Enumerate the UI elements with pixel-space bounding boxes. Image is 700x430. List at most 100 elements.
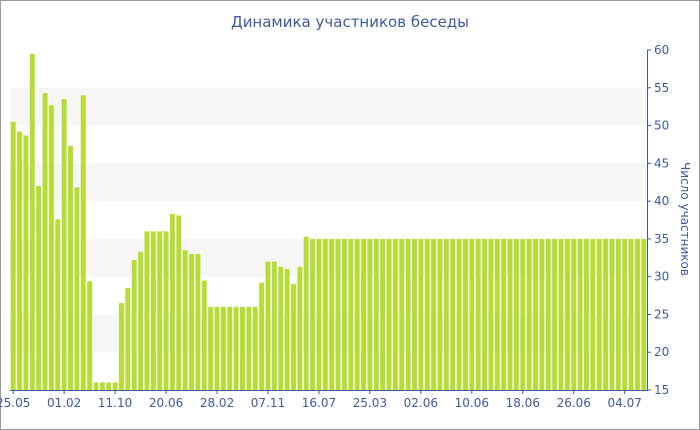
bar [526, 238, 532, 390]
y-tick-label: 55 [654, 81, 669, 95]
x-tick-label: 10.06 [455, 396, 489, 410]
bar [405, 238, 411, 390]
bar [469, 238, 475, 390]
bar [373, 238, 379, 390]
bar [634, 238, 640, 390]
y-tick-label: 15 [654, 383, 669, 397]
bar [106, 382, 112, 390]
bar [182, 250, 188, 390]
bar [354, 238, 360, 390]
y-tick-label: 50 [654, 119, 669, 133]
bar [341, 238, 347, 390]
bar [290, 284, 296, 390]
bar [533, 238, 539, 390]
bar [112, 382, 118, 390]
bar [488, 238, 494, 390]
x-tick-label: 28.02 [200, 396, 234, 410]
bar [622, 238, 628, 390]
bar [42, 93, 48, 391]
bar [475, 238, 481, 390]
bar [443, 238, 449, 390]
grid-bands [10, 87, 647, 353]
grid-band [10, 314, 647, 353]
y-tick-label: 30 [654, 270, 669, 284]
bar [303, 236, 309, 390]
x-tick-label: 25.05 [0, 396, 30, 410]
bar [74, 187, 80, 390]
y-tick-label: 60 [654, 43, 669, 57]
bar [545, 238, 551, 390]
bars [10, 53, 647, 391]
bar [240, 306, 245, 390]
bar [29, 53, 35, 391]
bar [150, 231, 156, 390]
bar [513, 238, 519, 390]
bar [144, 231, 150, 390]
bar [577, 238, 583, 390]
bar [131, 260, 137, 390]
bar [412, 238, 417, 390]
y-tick-label: 45 [654, 156, 669, 170]
bar [17, 131, 23, 390]
bar [208, 306, 214, 390]
bar [176, 215, 182, 390]
bar [609, 238, 615, 390]
bar [99, 382, 105, 390]
bar [507, 238, 513, 390]
bar [265, 261, 271, 390]
bar [539, 238, 545, 390]
bar [437, 238, 443, 390]
bar [564, 238, 570, 390]
bar [424, 238, 430, 390]
bar [259, 282, 265, 390]
y-tick-label: 25 [654, 307, 669, 321]
bar [335, 238, 341, 390]
bar [361, 238, 367, 390]
bar [571, 238, 577, 390]
bar [596, 238, 602, 390]
x-tick-label: 18.06 [506, 396, 540, 410]
bar [603, 238, 609, 390]
bar [10, 121, 16, 391]
grid-band [10, 163, 647, 202]
bar [456, 238, 462, 390]
x-tick-label: 16.07 [302, 396, 336, 410]
bar [189, 254, 195, 390]
bar [233, 306, 239, 390]
bar [322, 238, 328, 390]
bar [278, 266, 284, 390]
bar [87, 281, 93, 390]
x-tick-label: 11.10 [98, 396, 132, 410]
bar [163, 231, 169, 390]
bar [310, 238, 316, 390]
y-tick-label: 20 [654, 345, 669, 359]
bar [501, 238, 507, 390]
y-tick-label: 40 [654, 194, 669, 208]
x-tick-label: 25.03 [353, 396, 387, 410]
bar [195, 254, 201, 390]
bar [418, 238, 424, 390]
bar [80, 95, 86, 390]
x-tick-label: 04.07 [608, 396, 642, 410]
x-tick-labels: 25.05 01.02 11.10 20.06 28.02 07.11 16.07 25.03… [0, 390, 642, 410]
bar [386, 238, 392, 390]
bar [494, 238, 500, 390]
y-tick-labels: 15 20 25 30 35 40 45 50 55 60 [647, 43, 669, 397]
axes [10, 50, 648, 391]
bar [641, 238, 647, 390]
bar [297, 266, 303, 390]
chart-title: Динамика участников беседы [230, 13, 470, 31]
bar [431, 238, 437, 390]
grid-band [10, 87, 647, 126]
bar [316, 238, 322, 390]
bar [462, 238, 468, 390]
bar [367, 238, 373, 390]
bar [399, 238, 405, 390]
bar [615, 238, 621, 390]
bar [590, 238, 596, 390]
bar [284, 269, 290, 390]
bar [23, 135, 29, 390]
bar [214, 306, 220, 390]
bar [169, 213, 175, 390]
bar [348, 238, 354, 390]
